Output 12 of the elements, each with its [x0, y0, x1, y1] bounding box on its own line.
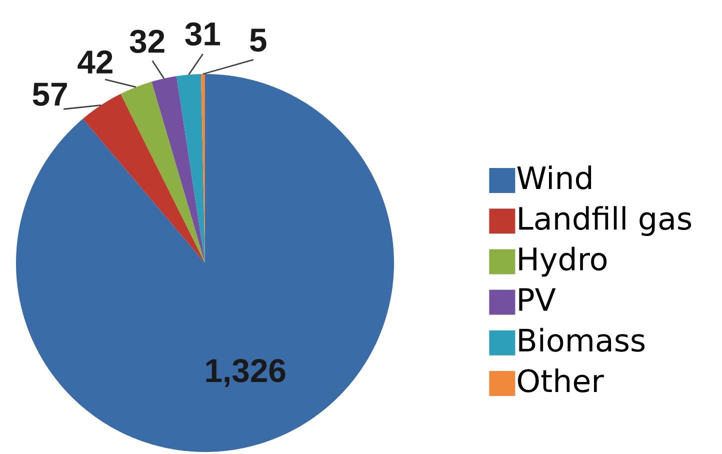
legend-label: Other: [518, 368, 604, 392]
legend-label: Landfill gas: [519, 206, 692, 236]
data-label: 31: [185, 22, 220, 46]
data-label: 57: [32, 82, 67, 106]
data-label: 32: [130, 30, 164, 54]
data-label: 1,326: [206, 358, 286, 388]
data-label: 5: [250, 28, 266, 52]
legend-label: PV: [519, 288, 556, 311]
legend-label: Wind: [517, 166, 592, 190]
data-label: 42: [78, 50, 112, 74]
legend-label: Hydro: [519, 246, 607, 277]
legend-label: Biomass: [519, 328, 645, 352]
